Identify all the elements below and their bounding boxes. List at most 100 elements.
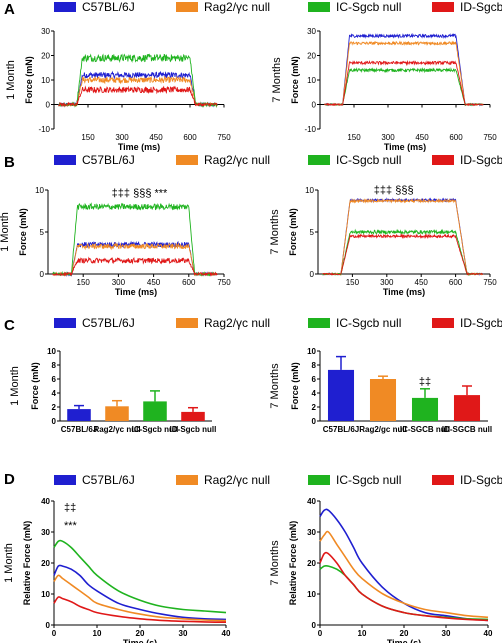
chart-B1: 0 5 10 150 300 450 600 750 Time (ms) Force (mN) 1 … [0, 186, 231, 297]
legend-label: Rag2/γc null [204, 153, 270, 167]
legend-label: C57BL/6J [82, 316, 135, 330]
y-tick-label: 2 [52, 403, 57, 412]
legend-label: IC-Sgcb null [336, 473, 401, 487]
legend-label: ID-Sgcb null [460, 316, 502, 330]
x-tick-label: 150 [77, 278, 91, 287]
x-axis-title: Time (ms) [115, 287, 157, 297]
series-line [324, 40, 484, 107]
significance-annotation: ‡‡ [64, 502, 76, 514]
x-tick-label: 150 [81, 133, 95, 142]
y-tick-label: 0 [46, 621, 51, 630]
x-tick-label: 20 [400, 629, 409, 638]
legend-swatch [308, 2, 330, 12]
series-line [58, 85, 218, 108]
legend-label: Rag2/γc null [204, 0, 270, 14]
legend-swatch [176, 155, 198, 165]
y-tick-label: 8 [312, 361, 317, 370]
legend-swatch [54, 155, 76, 165]
significance-annotation: *** [64, 520, 78, 532]
y-axis-title: Force (mN) [18, 208, 28, 256]
category-label: C57BL/6J [61, 425, 97, 434]
series-line [52, 202, 218, 277]
series-line [52, 256, 218, 277]
x-tick-label: 600 [182, 278, 196, 287]
series-line [324, 59, 484, 107]
y-tick-label: 30 [307, 27, 316, 36]
y-tick-label: 30 [41, 528, 50, 537]
y-tick-label: 5 [40, 228, 45, 237]
age-label: 1 Month [9, 366, 21, 406]
y-tick-label: 40 [307, 497, 316, 506]
y-tick-label: 30 [41, 27, 50, 36]
x-tick-label: 20 [136, 629, 145, 638]
category-label: ID-SGCB null [442, 425, 492, 434]
bar [181, 411, 205, 421]
legend-swatch [176, 318, 198, 328]
series-line [52, 242, 218, 277]
y-tick-label: 20 [41, 559, 50, 568]
y-tick-label: 0 [312, 417, 317, 426]
x-tick-label: 450 [147, 278, 161, 287]
x-tick-label: 450 [415, 133, 429, 142]
legend: C57BL/6J Rag2/γc null IC-Sgcb null ID-Sgcb … [54, 0, 502, 14]
chart-A2: -10 0 10 20 30 150 300 450 600 750 Time (ms) Force … [271, 27, 497, 152]
x-tick-label: 40 [484, 629, 493, 638]
series-line [58, 75, 218, 108]
bar [369, 379, 397, 421]
category-label: Rag2/gc null [359, 425, 407, 434]
series-line [322, 198, 484, 276]
y-tick-label: 4 [312, 389, 317, 398]
y-axis-title: Relative Force (mN) [288, 521, 298, 606]
legend-label: C57BL/6J [82, 153, 135, 167]
legend-label: Rag2/γc null [204, 473, 270, 487]
legend-swatch [308, 475, 330, 485]
series-line [53, 596, 227, 623]
y-axis-title: Force (mN) [290, 362, 300, 410]
x-tick-label: 600 [183, 133, 197, 142]
panel-letter-c: C [4, 317, 15, 334]
y-tick-label: 10 [47, 347, 56, 356]
chart-D2: 0 10 20 30 40 0 10 20 30 40 Time (s) Relative Force… [269, 497, 493, 643]
series-line [53, 564, 227, 621]
y-tick-label: 6 [312, 375, 317, 384]
y-tick-label: 20 [41, 52, 50, 61]
chart-D1: 0 10 20 30 40 0 10 20 30 40 Time (s) Relative Force… [3, 497, 231, 643]
significance-annotation: ‡‡‡ §§§ *** [112, 188, 168, 200]
x-tick-label: 600 [449, 133, 463, 142]
y-tick-label: 10 [41, 76, 50, 85]
legend-swatch [432, 2, 454, 12]
x-tick-label: 30 [442, 629, 451, 638]
y-tick-label: 4 [52, 389, 57, 398]
series-line [319, 551, 489, 622]
y-axis-title: Force (mN) [24, 56, 34, 104]
significance-annotation: ‡‡ [419, 376, 431, 388]
legend-swatch [54, 2, 76, 12]
y-tick-label: 0 [310, 270, 315, 279]
y-tick-label: 10 [35, 186, 44, 195]
legend-swatch [54, 475, 76, 485]
x-tick-label: 600 [449, 278, 463, 287]
x-tick-label: 300 [381, 133, 395, 142]
y-axis-title: Force (mN) [290, 56, 300, 104]
y-tick-label: 0 [52, 417, 57, 426]
y-axis-title: Force (mN) [30, 362, 40, 410]
series-line [53, 539, 227, 614]
chart-C1: 0 2 4 6 8 10 Force (mN) 1 Month C57BL/6JRag2/γc … [9, 347, 216, 434]
x-tick-label: 750 [483, 133, 497, 142]
category-label: IC-Sgcb null [132, 425, 179, 434]
x-tick-label: 40 [222, 629, 231, 638]
y-tick-label: 10 [41, 590, 50, 599]
bar [411, 397, 439, 421]
x-tick-label: 750 [217, 278, 231, 287]
bar [327, 369, 355, 421]
x-axis-title: Time (ms) [383, 287, 425, 297]
age-label: 1 Month [3, 543, 15, 583]
x-tick-label: 750 [217, 133, 231, 142]
x-tick-label: 0 [318, 629, 323, 638]
y-tick-label: 6 [52, 375, 57, 384]
x-axis-title: Time (s) [123, 638, 157, 643]
y-tick-label: 0 [46, 101, 51, 110]
y-tick-label: 5 [310, 228, 315, 237]
legend-label: IC-Sgcb null [336, 153, 401, 167]
